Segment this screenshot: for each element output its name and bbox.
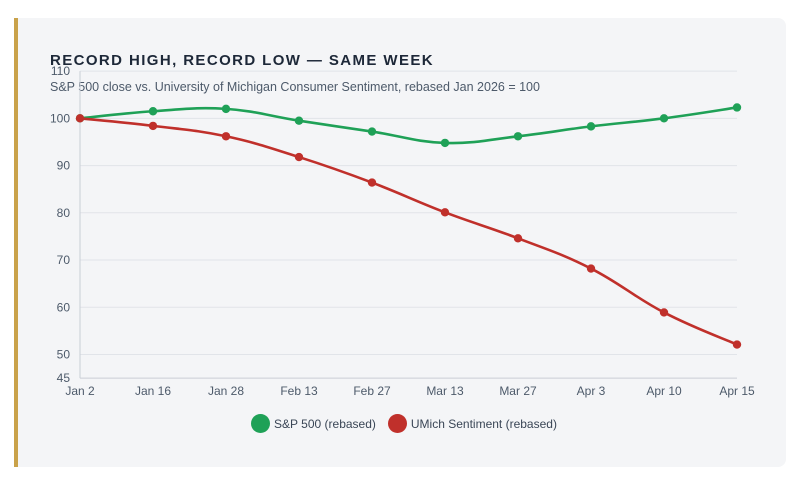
sp500-point: [659, 114, 669, 123]
sp500-point: [367, 127, 377, 136]
line-chart: 45 50 60 70 80 90 100 110 Jan 2 Jan 16 Jan 28 Feb …: [50, 64, 755, 398]
x-axis-ticks: Jan 2 Jan 16 Jan 28 Feb 13 Feb 27 Mar 13 Mar 2…: [65, 384, 755, 398]
x-tick-label: Apr 10: [646, 384, 682, 398]
chart-subtitle: S&P 500 close vs. University of Michigan…: [50, 80, 540, 94]
x-tick-label: Apr 3: [577, 384, 606, 398]
x-tick-label: Feb 27: [353, 384, 391, 398]
y-tick-label: 90: [57, 159, 71, 173]
series-lines: [78, 106, 739, 346]
umich-point: [659, 308, 669, 317]
umich-point: [732, 340, 742, 349]
x-tick-label: Jan 16: [135, 384, 171, 398]
umich-point: [75, 114, 85, 123]
x-tick-label: Apr 15: [719, 384, 755, 398]
legend-item-umich[interactable]: UMich Sentiment (rebased): [387, 414, 557, 433]
chart-title: RECORD HIGH, RECORD LOW — SAME WEEK: [50, 52, 435, 69]
y-tick-label: 100: [50, 111, 70, 125]
x-tick-label: Jan 28: [208, 384, 244, 398]
y-tick-label: 70: [57, 253, 71, 267]
y-axis-ticks: 45 50 60 70 80 90 100 110: [50, 64, 70, 385]
umich-line: [78, 117, 739, 346]
umich-point: [586, 264, 596, 273]
sp500-point: [294, 116, 304, 125]
sp500-point: [513, 132, 523, 141]
chart-card: RECORD HIGH, RECORD LOW — SAME WEEK S&P …: [14, 18, 786, 467]
gridlines: [79, 70, 737, 379]
x-tick-label: Mar 13: [426, 384, 464, 398]
legend-swatch: [251, 414, 271, 433]
y-tick-label: 60: [57, 300, 71, 314]
y-tick-label: 45: [57, 371, 71, 385]
legend-label: UMich Sentiment (rebased): [410, 416, 557, 431]
umich-point: [294, 152, 304, 162]
series-points: [75, 103, 742, 349]
sp500-line: [78, 106, 739, 145]
legend-item-sp500[interactable]: S&P 500 (rebased): [251, 414, 376, 433]
sp500-point: [440, 138, 450, 148]
umich-point: [148, 121, 158, 131]
sp500-point: [586, 122, 596, 131]
umich-point: [221, 132, 231, 141]
x-tick-label: Mar 27: [499, 384, 537, 398]
umich-point: [440, 208, 450, 217]
y-tick-label: 50: [57, 348, 71, 362]
umich-point: [367, 178, 377, 187]
y-tick-label: 110: [51, 64, 70, 78]
sp500-point: [221, 104, 231, 114]
legend-label: S&P 500 (rebased): [274, 416, 376, 431]
sp500-point: [732, 103, 742, 112]
y-tick-label: 80: [57, 206, 71, 220]
x-tick-label: Jan 2: [65, 384, 95, 398]
legend: S&P 500 (rebased) UMich Sentiment (rebase…: [18, 414, 790, 433]
umich-point: [513, 234, 523, 243]
x-tick-label: Feb 13: [280, 384, 318, 398]
sp500-point: [148, 107, 158, 116]
legend-swatch: [387, 414, 407, 433]
